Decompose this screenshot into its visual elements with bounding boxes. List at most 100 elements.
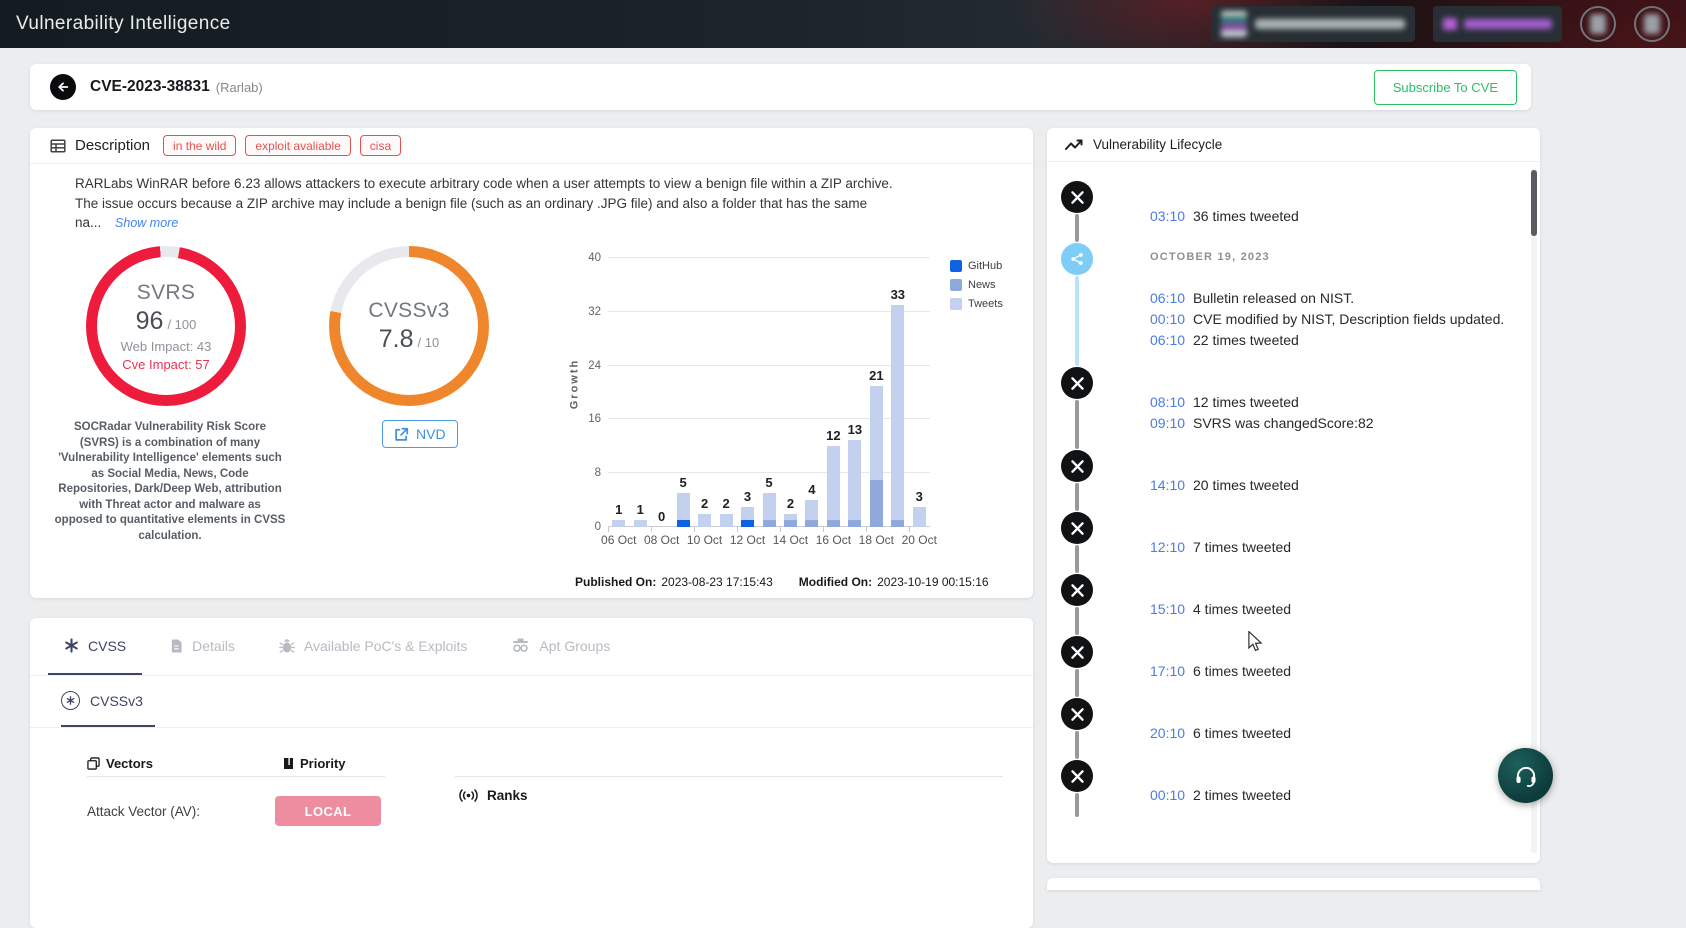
tab-details[interactable]: Details (154, 618, 251, 675)
subtab-row: CVSSv3 (30, 676, 1033, 728)
chart-x-tick-label: 16 Oct (815, 533, 852, 547)
chart-bar-segment (719, 513, 733, 527)
vectors-title: Vectors (106, 756, 153, 771)
tab-label: Apt Groups (539, 637, 611, 654)
user-menu-icon-button[interactable] (1634, 6, 1670, 42)
publish-info: Published On: 2023-08-23 17:15:43 Modifie… (575, 575, 989, 589)
chart-x-ticks: 06 Oct 08 Oct 10 Oct 12 Oct 14 Oct 16 Oct 18 O… (601, 533, 937, 549)
cvssv3-gauge: CVSSv3 7.8 / 10 (329, 246, 489, 406)
cvssv3-label: CVSSv3 (368, 298, 450, 322)
org-selector[interactable] (1211, 6, 1415, 42)
description-title: Description (75, 137, 151, 154)
chart-bar-segment (848, 520, 862, 527)
chart-bar-value: 5 (679, 475, 687, 491)
back-button[interactable] (50, 74, 76, 100)
event-text: 6 times tweeted (1193, 662, 1292, 679)
user-icon (1644, 14, 1660, 34)
lifecycle-scrollbar-thumb[interactable] (1531, 170, 1537, 236)
event-text: 22 times tweeted (1193, 331, 1299, 348)
event-time: 06:10 (1150, 331, 1186, 348)
timeline-group: 17:10 6 times tweeted (1047, 636, 1530, 697)
plan-name-redacted (1464, 19, 1552, 29)
chart-y-tick-label: 24 (588, 359, 601, 372)
notifications-icon-button[interactable] (1580, 6, 1616, 42)
tab-apt-groups[interactable]: Apt Groups (495, 618, 626, 675)
svrs-gauge-ring (86, 246, 246, 406)
event-text: 2 times tweeted (1193, 786, 1292, 803)
svrs-web-impact: Web Impact: 43 (120, 338, 212, 354)
legend-label: News (968, 279, 996, 291)
timeline-event: 03:10 36 times tweeted (1150, 205, 1530, 226)
chart-x-tick-label: 18 Oct (858, 533, 894, 547)
chart-bar-segment (826, 446, 840, 521)
timeline-group: 08:10 12 times tweeted 09:10 SVRS was chang… (1047, 367, 1530, 449)
chart-bar-segment (633, 520, 647, 527)
book-icon (284, 758, 293, 769)
event-text: 4 times tweeted (1193, 600, 1292, 617)
attack-vector-label: Attack Vector (AV): (87, 804, 201, 819)
svrs-label: SVRS (136, 280, 196, 304)
tab-cvss[interactable]: CVSS (48, 618, 143, 675)
chart-bar-value: 12 (826, 428, 841, 444)
chart-bar-segment (698, 513, 712, 527)
timeline-group: 00:10 2 times tweeted (1047, 760, 1530, 817)
description-line-2: The issue occurs because a ZIP archive m… (75, 195, 868, 211)
vectors-header: Vectors (87, 756, 153, 771)
x-twitter-icon (1061, 698, 1093, 730)
event-text: 6 times tweeted (1193, 724, 1292, 741)
timeline-event: 00:10 2 times tweeted (1150, 784, 1530, 805)
legend-item-news: News (950, 279, 1003, 291)
support-chat-button[interactable] (1498, 748, 1553, 803)
plan-badge[interactable] (1433, 6, 1562, 42)
chart-x-tick-label: 14 Oct (772, 533, 809, 547)
x-twitter-icon (1061, 367, 1093, 399)
chart-bar-segment (805, 500, 819, 521)
x-twitter-icon (1061, 181, 1093, 213)
chart-bar-segment (676, 520, 690, 527)
description-card: Description in the wild exploit avaliable… (30, 128, 1033, 598)
x-twitter-icon (1061, 760, 1093, 792)
tab-available-poc-s-exploits[interactable]: Available PoC's & Exploits (263, 618, 484, 675)
svrs-description: SOCRadar Vulnerability Risk Score (SVRS)… (54, 421, 286, 542)
modified-on-label: Modified On: (798, 575, 873, 589)
svrs-cve-impact: Cve Impact: 57 (122, 356, 210, 372)
ranks-divider (455, 776, 1003, 777)
cve-title-bar: CVE-2023-38831 (Rarlab) Subscribe To CVE (30, 64, 1531, 110)
chart-bar-segment (762, 520, 776, 527)
lifecycle-timeline: 03:10 36 times tweeted OCTOBER 19, 2023 06:… (1047, 162, 1530, 863)
description-text: RARLabs WinRAR before 6.23 allows attack… (75, 174, 975, 234)
chart-bar-segment (783, 513, 797, 521)
lifecycle-scrollbar-track[interactable] (1531, 168, 1537, 853)
chart-bar-segment (848, 439, 862, 521)
nvd-link-button[interactable]: NVD (382, 420, 458, 448)
subscribe-to-cve-button[interactable]: Subscribe To CVE (1373, 69, 1517, 105)
description-badge: cisa (359, 135, 402, 156)
show-more-link[interactable]: Show more (115, 216, 179, 230)
lifecycle-title: Vulnerability Lifecycle (1093, 137, 1223, 152)
event-time: 08:10 (1150, 393, 1186, 410)
description-line-3: na... (75, 215, 102, 230)
chart-bar-value: 13 (847, 421, 863, 437)
event-time: 12:10 (1150, 538, 1186, 555)
chart-bar-segment (869, 479, 883, 527)
x-twitter-icon (1061, 636, 1093, 668)
cvss-tabs-card: CVSS Details Available PoC's & Exploits Apt… (30, 618, 1033, 928)
svrs-score: 96 (135, 306, 164, 335)
chart-x-tick-label: 20 Oct (901, 533, 937, 547)
tab-cvssv3[interactable]: CVSSv3 (61, 676, 155, 727)
bug-icon (279, 638, 295, 654)
tab-label: Details (192, 637, 235, 654)
nvd-button-label: NVD (416, 426, 446, 442)
chart-x-tick-label: 10 Oct (686, 533, 723, 547)
timeline-event: 08:10 12 times tweeted (1150, 391, 1530, 412)
chart-bars: 1 1 0 5 2 2 3 5 2 4 12 13 21 33 3 (608, 258, 930, 532)
timeline-event: 00:10 CVE modified by NIST, Description f… (1150, 308, 1530, 329)
ranks-header: Ranks (458, 788, 528, 803)
tab-label: CVSS (88, 637, 127, 654)
event-time: 15:10 (1150, 600, 1186, 617)
legend-label: GitHub (968, 260, 1003, 272)
chart-y-tick-label: 8 (594, 467, 601, 480)
x-twitter-icon (1061, 574, 1093, 606)
chart-bar-value: 5 (765, 475, 773, 491)
chart-bar-segment (869, 385, 883, 480)
